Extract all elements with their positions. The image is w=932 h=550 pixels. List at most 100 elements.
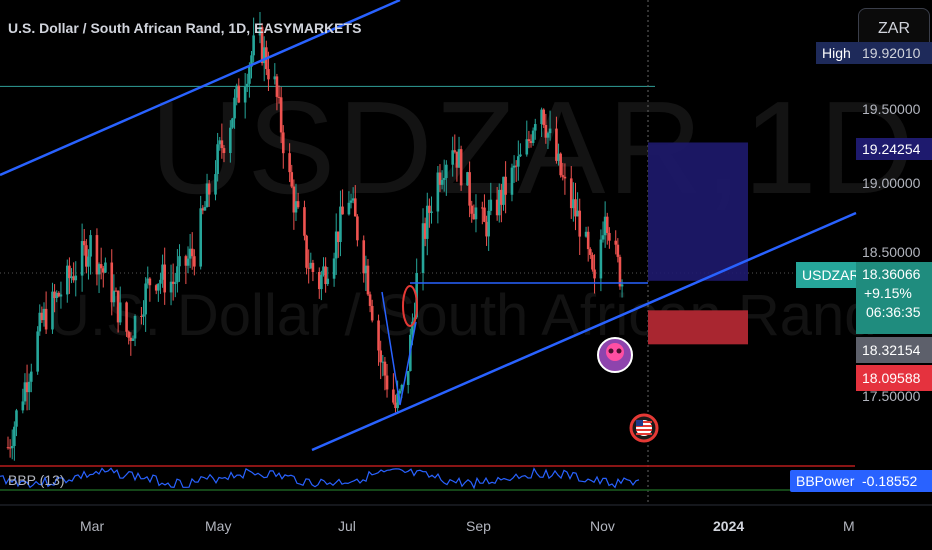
candle-body xyxy=(222,148,226,154)
candle-body xyxy=(148,278,152,286)
candle-body xyxy=(438,172,442,185)
candle-body xyxy=(118,302,122,323)
candle-body xyxy=(296,201,300,208)
candle-body xyxy=(527,139,531,142)
candle-body xyxy=(309,262,313,269)
candle-body xyxy=(68,265,71,279)
candle-body xyxy=(36,331,39,372)
candle-body xyxy=(451,150,454,165)
candle-body xyxy=(229,127,232,154)
candle-body xyxy=(576,210,579,217)
candle-body xyxy=(603,216,607,236)
candle-body xyxy=(601,235,605,240)
candle-body xyxy=(97,264,101,275)
candle-body xyxy=(250,55,253,67)
candle-body xyxy=(193,256,196,267)
candle-body xyxy=(468,172,471,206)
candle-body xyxy=(322,266,325,275)
candle-body xyxy=(483,207,486,222)
candle-body xyxy=(199,208,202,267)
candle-body xyxy=(248,66,251,84)
candle-body xyxy=(379,350,382,363)
candle-body xyxy=(531,130,535,143)
candle-body xyxy=(377,320,380,351)
candle-body xyxy=(65,265,69,295)
candle-body xyxy=(235,85,238,98)
candle-body xyxy=(574,199,577,217)
candle-body xyxy=(260,27,264,64)
candle-body xyxy=(445,164,448,179)
candle-body xyxy=(591,254,594,270)
candle-body xyxy=(288,153,291,173)
channel-bottom-line xyxy=(311,211,857,452)
candle-body xyxy=(504,176,507,195)
candle-body xyxy=(275,76,279,97)
candle-body xyxy=(529,141,533,143)
us-flag-icon-stripe xyxy=(636,433,652,435)
candle-body xyxy=(15,410,18,427)
symbol-label: USDZAR xyxy=(796,262,866,288)
candle-body xyxy=(489,199,493,211)
candle-body xyxy=(514,165,518,167)
candle-body xyxy=(161,264,164,280)
candle-body xyxy=(57,292,61,297)
candle-body xyxy=(559,153,562,176)
candle-body xyxy=(362,240,366,274)
candle-body xyxy=(400,384,404,391)
month-label: M xyxy=(843,518,855,534)
candle-body xyxy=(512,165,516,168)
last-price: 18.36066 xyxy=(862,266,921,282)
candle-body xyxy=(317,271,321,290)
chart-title: U.S. Dollar / South African Rand, 1D, EA… xyxy=(8,20,362,36)
candle-body xyxy=(95,235,99,275)
candle-body xyxy=(203,207,207,211)
candle-body xyxy=(555,128,558,161)
candle-body xyxy=(394,402,397,409)
candle-body xyxy=(337,231,340,243)
candle-body xyxy=(127,331,130,338)
candle-body xyxy=(277,96,281,98)
candle-body xyxy=(188,248,192,259)
candle-body xyxy=(171,281,175,284)
candle-body xyxy=(533,124,537,131)
candle-body xyxy=(38,312,42,332)
candle-body xyxy=(258,27,262,36)
candle-body xyxy=(383,361,387,376)
candle-body xyxy=(104,262,107,273)
candle-body xyxy=(178,256,181,267)
candle-body xyxy=(186,258,190,266)
candle-body xyxy=(279,97,283,133)
candle-body xyxy=(80,241,84,276)
candle-body xyxy=(406,370,410,385)
candle-body xyxy=(614,240,618,245)
candle-body xyxy=(548,128,552,134)
candle-body xyxy=(214,174,217,195)
candle-body xyxy=(608,232,611,241)
candle-body xyxy=(157,283,160,291)
price-tick: 19.00000 xyxy=(862,175,921,191)
indicator-name[interactable]: BBP (13) xyxy=(8,472,65,488)
candle-body xyxy=(525,139,529,155)
us-flag-icon-canton xyxy=(636,420,643,426)
candle-body xyxy=(517,156,520,167)
candles xyxy=(6,12,624,461)
skull-icon xyxy=(597,337,633,373)
candle-body xyxy=(201,208,205,211)
candle-body xyxy=(470,205,474,214)
candle-body xyxy=(557,153,560,161)
candle-body xyxy=(341,206,344,215)
high-value: 19.92010 xyxy=(856,42,932,64)
candle-body xyxy=(307,267,310,269)
candle-body xyxy=(347,202,351,215)
candle-body xyxy=(370,305,374,321)
candle-body xyxy=(220,140,224,149)
candle-body xyxy=(398,390,402,394)
us-flag-icon xyxy=(629,413,659,443)
candle-body xyxy=(131,338,135,341)
candle-body xyxy=(620,284,624,287)
candle-body xyxy=(42,308,46,321)
candle-body xyxy=(540,109,543,125)
candle-body xyxy=(519,154,522,157)
